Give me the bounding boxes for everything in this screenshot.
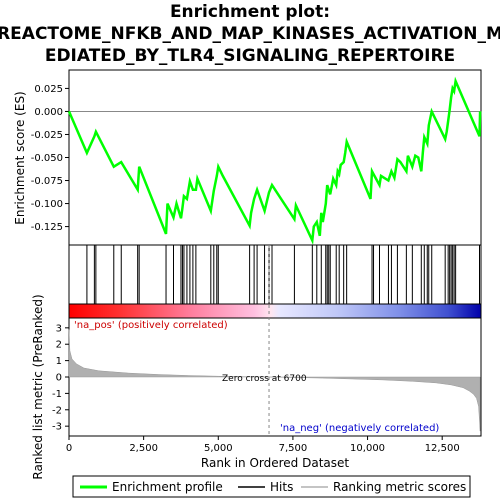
es-y-tick-label: -0.025: [31, 130, 63, 141]
es-y-tick-label: -0.100: [31, 199, 63, 210]
metric-x-tick-label: 10,000: [350, 443, 385, 454]
metric-x-axis-label: Rank in Ordered Dataset: [201, 456, 349, 470]
legend-enrichment-label: Enrichment profile: [112, 480, 223, 494]
title-line-3: EDIATED_BY_TLR4_SIGNALING_REPERTOIRE: [45, 46, 455, 66]
title-line-2: REACTOME_NFKB_AND_MAP_KINASES_ACTIVATION…: [0, 24, 500, 44]
metric-y-tick-label: 1: [56, 356, 62, 367]
legend-metric-label: Ranking metric scores: [333, 480, 466, 494]
es-y-tick-label: -0.050: [31, 153, 63, 164]
metric-x-tick-label: 0: [66, 443, 72, 454]
positive-correlated-label: 'na_pos' (positively correlated): [74, 320, 228, 331]
metric-y-tick-label: 3: [56, 323, 62, 334]
metric-y-tick-label: 0: [56, 373, 62, 384]
legend-hits-label: Hits: [270, 480, 293, 494]
metric-y-tick-label: -3: [52, 422, 62, 433]
es-y-axis: 0.025 0.000 -0.025 -0.050 -0.075 -0.100 -0.125: [31, 84, 69, 233]
metric-y-tick-label: 2: [56, 340, 62, 351]
metric-x-tick-label: 5,000: [204, 443, 233, 454]
metric-y-tick-label: -1: [52, 389, 62, 400]
metric-y-axis: 3 2 1 0 -1 -2 -3: [52, 323, 69, 432]
rank-color-bar: [69, 304, 481, 318]
title-line-1: Enrichment plot:: [170, 2, 330, 22]
metric-x-axis: 0 2,500 5,000 7,500 10,000 12,500: [66, 436, 460, 454]
metric-y-tick-label: -2: [52, 405, 62, 416]
es-y-axis-label: Enrichment score (ES): [13, 91, 27, 224]
zero-cross-label: Zero cross at 6700: [222, 374, 307, 384]
es-y-tick-label: -0.075: [31, 176, 63, 187]
hits-panel-frame: [69, 245, 481, 304]
es-y-tick-label: -0.125: [31, 222, 63, 233]
metric-x-tick-label: 7,500: [279, 443, 308, 454]
es-y-tick-label: 0.000: [34, 107, 63, 118]
metric-x-tick-label: 12,500: [425, 443, 460, 454]
negative-correlated-label: 'na_neg' (negatively correlated): [280, 423, 439, 434]
es-y-tick-label: 0.025: [34, 84, 63, 95]
metric-x-tick-label: 2,500: [129, 443, 158, 454]
metric-y-axis-label: Ranked list metric (PreRanked): [31, 294, 45, 479]
